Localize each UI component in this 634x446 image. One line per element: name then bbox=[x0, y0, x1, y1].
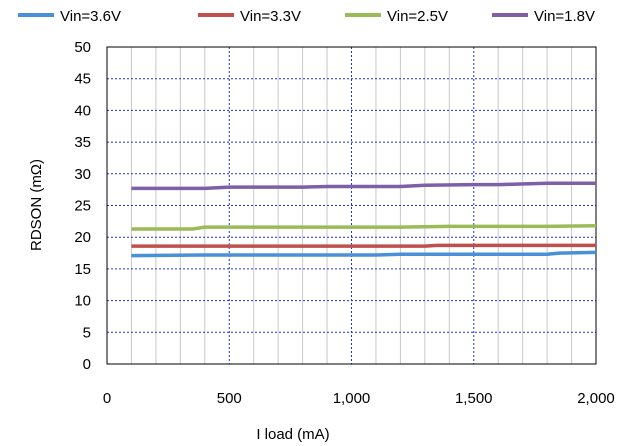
major-grid bbox=[107, 47, 596, 364]
series-lines bbox=[131, 181, 597, 258]
x-tick-label: 2,000 bbox=[577, 390, 615, 407]
y-tick-label: 25 bbox=[74, 198, 91, 215]
series-line-2 bbox=[131, 243, 596, 248]
x-tick-label: 500 bbox=[217, 390, 242, 407]
plot-area-frame bbox=[106, 46, 597, 365]
series-line-1 bbox=[131, 250, 597, 258]
legend-label: Vin=2.5V bbox=[387, 8, 448, 25]
legend-label: Vin=3.3V bbox=[240, 8, 301, 25]
y-tick-label: 0 bbox=[83, 356, 91, 373]
y-tick-label: 45 bbox=[74, 71, 91, 88]
y-tick-label: 10 bbox=[74, 293, 91, 310]
legend-label: Vin=1.8V bbox=[534, 8, 595, 25]
y-tick-label: 15 bbox=[74, 261, 91, 278]
legend: Vin=3.6V Vin=3.3V Vin=2.5V Vin=1.8V bbox=[18, 8, 595, 25]
y-tick-label: 5 bbox=[83, 324, 91, 341]
y-tick-label: 40 bbox=[74, 102, 91, 119]
series-line-3 bbox=[131, 224, 597, 231]
x-axis-label: I load (mA) bbox=[256, 426, 329, 443]
y-axis-tick-labels: 0 5 10 15 20 25 30 35 40 45 50 bbox=[74, 39, 91, 373]
x-tick-label: 1,500 bbox=[455, 390, 493, 407]
x-tick-label: 1,000 bbox=[333, 390, 371, 407]
y-tick-label: 35 bbox=[74, 134, 91, 151]
legend-label: Vin=3.6V bbox=[60, 8, 121, 25]
x-axis-tick-labels: 0 500 1,000 1,500 2,000 bbox=[103, 390, 615, 407]
y-axis-label: RDSON (mΩ) bbox=[28, 159, 45, 251]
y-tick-label: 20 bbox=[74, 229, 91, 246]
y-tick-label: 50 bbox=[74, 39, 91, 56]
y-tick-label: 30 bbox=[74, 166, 91, 183]
x-tick-label: 0 bbox=[103, 390, 111, 407]
series-line-4 bbox=[131, 181, 596, 191]
